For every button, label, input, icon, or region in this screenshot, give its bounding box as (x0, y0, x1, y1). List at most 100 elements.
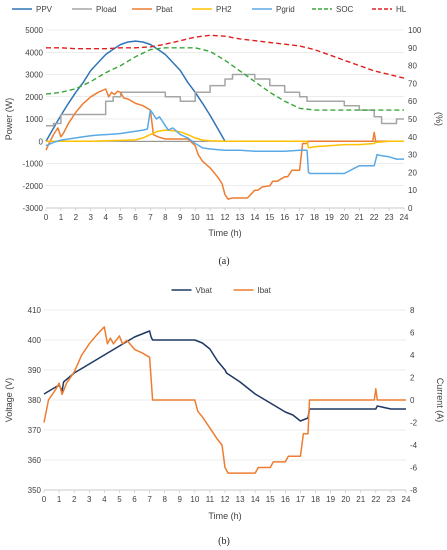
x-tick-label: 12 (221, 495, 230, 504)
x-tick-label: 9 (178, 213, 183, 222)
x-tick-label: 10 (190, 495, 199, 504)
legend-label: Pbat (156, 5, 173, 14)
x-tick-label: 17 (295, 213, 304, 222)
y2-tick-label: 0 (408, 204, 413, 213)
series-line-ph2 (46, 129, 404, 149)
x-tick-label: 6 (133, 213, 138, 222)
x-tick-label: 21 (355, 213, 364, 222)
y2-tick-label: 90 (408, 44, 417, 53)
x-tick-label: 14 (250, 213, 259, 222)
y-tick-label: -1000 (23, 160, 44, 169)
series-line-pload (46, 73, 404, 127)
x-tick-label: 19 (326, 495, 335, 504)
x-tick-label: 15 (265, 213, 274, 222)
x-tick-label: 16 (280, 213, 289, 222)
y-tick-label: 5000 (25, 26, 43, 35)
series-line-hl (46, 34, 405, 79)
legend-label: Pgrid (276, 5, 295, 14)
x-tick-label: 0 (44, 213, 49, 222)
y2-tick-label: 40 (408, 133, 417, 142)
x-tick-label: 8 (163, 213, 168, 222)
x-tick-label: 23 (385, 213, 394, 222)
x-tick-label: 18 (310, 213, 319, 222)
chart-a: -3000-2000-10000100020003000400050000102… (4, 5, 444, 267)
x-tick-label: 20 (341, 495, 350, 504)
y-tick-label: -3000 (23, 204, 44, 213)
legend-label: SOC (336, 5, 354, 14)
x-axis-label: Time (h) (208, 511, 241, 521)
x-tick-label: 4 (102, 495, 107, 504)
figure-caption: (b) (218, 536, 230, 547)
x-tick-label: 16 (281, 495, 290, 504)
y-tick-label: 350 (28, 486, 42, 495)
x-tick-label: 2 (74, 213, 79, 222)
y-tick-label: 410 (28, 306, 42, 315)
x-tick-label: 7 (147, 495, 152, 504)
y2-tick-label: 50 (408, 115, 417, 124)
x-tick-label: 13 (235, 213, 244, 222)
x-tick-label: 13 (236, 495, 245, 504)
y-tick-label: 1000 (25, 115, 43, 124)
y-axis-label: Power (W) (4, 98, 14, 141)
legend-label: PPV (36, 5, 53, 14)
x-tick-label: 4 (103, 213, 108, 222)
x-tick-label: 7 (148, 213, 153, 222)
x-tick-label: 23 (386, 495, 395, 504)
x-tick-label: 17 (296, 495, 305, 504)
y-tick-label: 3000 (25, 71, 43, 80)
y-tick-label: 390 (28, 366, 42, 375)
y2-tick-label: 4 (410, 351, 415, 360)
y2-tick-label: 60 (408, 97, 417, 106)
y-tick-label: -2000 (23, 182, 44, 191)
x-tick-label: 5 (117, 495, 122, 504)
y2-tick-label: -8 (410, 486, 418, 495)
y-tick-label: 400 (28, 336, 42, 345)
x-tick-label: 1 (59, 213, 64, 222)
x-tick-label: 15 (266, 495, 275, 504)
x-tick-label: 12 (221, 213, 230, 222)
x-tick-label: 10 (191, 213, 200, 222)
x-tick-label: 14 (251, 495, 260, 504)
y2-tick-label: 10 (408, 186, 417, 195)
x-tick-label: 5 (118, 213, 123, 222)
y2-tick-label: 6 (410, 329, 415, 338)
y2-tick-label: 100 (408, 26, 422, 35)
x-tick-label: 1 (57, 495, 62, 504)
x-tick-label: 11 (206, 213, 215, 222)
y2-tick-label: -2 (410, 419, 418, 428)
y-tick-label: 360 (28, 456, 42, 465)
y-tick-label: 2000 (25, 93, 43, 102)
y2-tick-label: 70 (408, 79, 417, 88)
series-line-ibat (43, 326, 406, 474)
y-tick-label: 370 (28, 426, 42, 435)
series-line-vbat (43, 330, 406, 422)
y-tick-label: 380 (28, 396, 42, 405)
y2-tick-label: -4 (410, 441, 418, 450)
y-axis-label: Voltage (V) (4, 378, 14, 423)
x-tick-label: 24 (400, 213, 409, 222)
y2-tick-label: 30 (408, 151, 417, 160)
x-tick-label: 22 (371, 495, 380, 504)
x-tick-label: 18 (311, 495, 320, 504)
x-tick-label: 2 (72, 495, 77, 504)
y-tick-label: 4000 (25, 48, 43, 57)
x-tick-label: 8 (162, 495, 167, 504)
y-tick-label: 0 (39, 137, 44, 146)
x-tick-label: 6 (132, 495, 137, 504)
legend-label: Ibat (258, 286, 272, 295)
y2-axis-label: (%) (434, 112, 444, 126)
x-tick-label: 24 (402, 495, 411, 504)
y2-tick-label: 80 (408, 62, 417, 71)
y2-tick-label: 20 (408, 168, 417, 177)
x-tick-label: 20 (340, 213, 349, 222)
x-tick-label: 0 (42, 495, 47, 504)
figure-caption: (a) (218, 256, 229, 267)
x-tick-label: 11 (206, 495, 215, 504)
x-tick-label: 3 (87, 495, 92, 504)
series-line-soc (45, 47, 404, 111)
y2-axis-label: Current (A) (435, 378, 445, 423)
x-tick-label: 9 (178, 495, 183, 504)
legend-label: HL (396, 5, 407, 14)
